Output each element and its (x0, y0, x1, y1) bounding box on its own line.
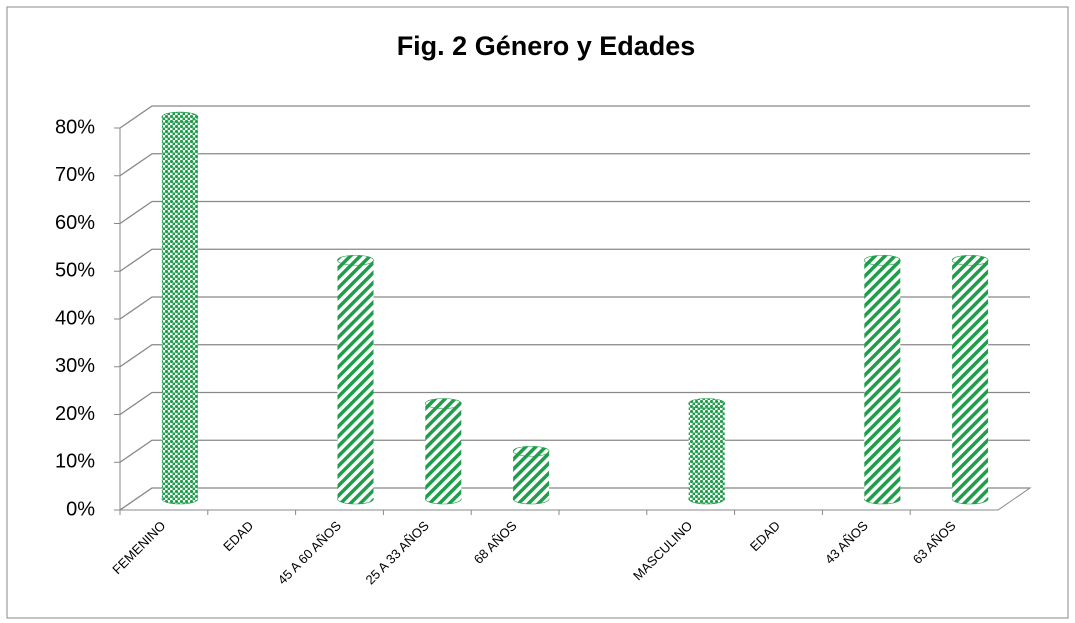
grid-line (119, 200, 1030, 225)
bar (425, 403, 462, 499)
bar-top (424, 398, 462, 409)
y-tick-label: 60% (55, 212, 95, 234)
grid-line (119, 153, 1030, 177)
y-tick-label: 20% (55, 403, 95, 425)
chart-title: Fig. 2 Género y Edades (397, 31, 696, 61)
y-tick-label: 80% (55, 116, 95, 138)
grid-line (119, 105, 1030, 129)
bar-top (337, 254, 374, 266)
grid-line (119, 344, 1030, 368)
bar (952, 260, 989, 499)
grid-line (119, 248, 1030, 272)
bar (337, 260, 374, 499)
y-tick-label: 70% (55, 164, 95, 186)
bar-top (863, 254, 901, 266)
bar (513, 451, 550, 499)
grid-line (119, 391, 1030, 416)
y-tick-label: 50% (55, 260, 95, 282)
y-tick-label: 10% (55, 451, 95, 473)
y-tick-label: 0% (66, 498, 95, 520)
grid-line (119, 487, 1030, 511)
y-tick-label: 30% (55, 355, 95, 377)
bar (161, 117, 198, 499)
bar-top (512, 445, 550, 457)
bar-top (688, 398, 726, 409)
y-tick-label: 40% (55, 307, 95, 329)
bar-top (951, 254, 989, 266)
bar (688, 403, 725, 499)
bar-top (161, 111, 199, 123)
bar (864, 260, 901, 499)
grid-line (119, 296, 1030, 320)
grid-line (119, 439, 1030, 463)
